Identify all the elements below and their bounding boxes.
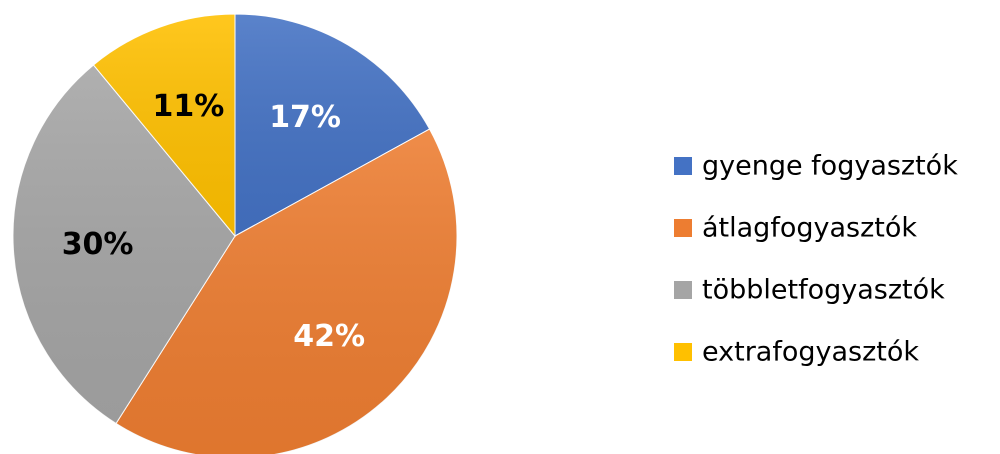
legend-label: gyenge fogyasztók [702, 151, 958, 182]
pie-slice-shading [93, 14, 236, 236]
legend-swatch [674, 281, 692, 299]
slice-data-label: 11% [152, 89, 224, 124]
pie-slice-shading [13, 64, 235, 424]
legend-label: extrafogyasztók [702, 337, 919, 368]
slice-data-label: 17% [269, 100, 341, 135]
legend-label: átlagfogyasztók [702, 213, 917, 244]
legend-swatch [674, 219, 692, 237]
pie-slice-shading [116, 129, 457, 454]
legend-swatch [674, 157, 692, 175]
legend: gyenge fogyasztók átlagfogyasztók többletf… [674, 151, 958, 368]
pie-slices [12, 13, 458, 454]
pie-slice-labels: 17% 42% 30% 11% [62, 89, 365, 354]
slice-data-label: 42% [293, 319, 365, 354]
legend-label: többletfogyasztók [702, 275, 945, 306]
pie-slice-shading [235, 13, 430, 236]
legend-swatch [674, 343, 692, 361]
slice-data-label: 30% [62, 227, 134, 262]
